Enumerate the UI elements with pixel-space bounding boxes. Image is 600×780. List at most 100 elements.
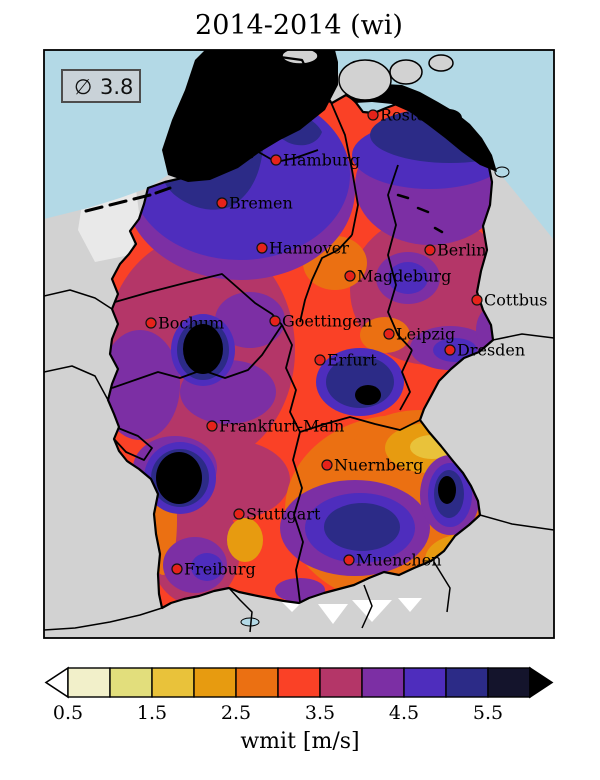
colorbar-tick-3.5: 3.5 [305, 702, 335, 724]
islands-and-lakes [84, 186, 444, 234]
city-bremen: Bremen [216, 194, 293, 213]
contour-region-black-erfurt [355, 385, 381, 405]
nodata-alps [282, 598, 422, 624]
nodata-alps-1 [282, 602, 302, 612]
contour-region-purple-goettingen [215, 292, 285, 348]
city-label: Frankfurt-Main [219, 417, 344, 436]
colorbar-cell-0 [67, 667, 111, 698]
state-border-bw-bavaria [292, 431, 304, 603]
colorbar-cell-1 [109, 667, 153, 698]
denmark-island-4 [428, 54, 454, 72]
state-border-mecklenburg [329, 99, 359, 236]
city-marker [256, 242, 268, 254]
city-magdeburg: Magdeburg [344, 267, 451, 286]
city-marker [383, 328, 395, 340]
city-nuernberg: Nuernberg [321, 456, 423, 475]
city-goettingen: Goettingen [269, 312, 372, 331]
mean-box: ∅ 3.8 [61, 69, 141, 103]
colorbar-cell-10 [487, 667, 531, 698]
map-area: ∅ 3.8 Rostock Hamburg Bremen Hannover Berlin… [44, 50, 554, 638]
contour-region-black-southeast [438, 476, 456, 504]
colorbar-cell-9 [445, 667, 489, 698]
city-label: Rostock [380, 106, 445, 125]
colorbar-cell-8 [403, 667, 447, 698]
city-label: Bochum [158, 314, 224, 333]
city-frankfurt-main: Frankfurt-Main [206, 417, 344, 436]
contour-region-purple-lusatia [476, 308, 493, 352]
frisian-island-4 [154, 186, 172, 195]
city-label: Freiburg [184, 560, 256, 579]
city-label: Hannover [269, 239, 349, 258]
colorbar-cell-2 [151, 667, 195, 698]
city-stuttgart: Stuttgart [233, 505, 321, 524]
state-border-hesse-thuringia [281, 324, 301, 433]
city-marker [314, 354, 326, 366]
city-muenchen: Muenchen [343, 551, 442, 570]
state-border-saxony [399, 349, 413, 411]
border-cz-at [479, 514, 554, 531]
city-label: Erfurt [327, 351, 377, 370]
city-marker [269, 315, 281, 327]
nodata-alps-2 [318, 604, 348, 624]
city-rostock: Rostock [367, 106, 445, 125]
city-marker [216, 197, 228, 209]
city-bochum: Bochum [145, 314, 224, 333]
city-cottbus: Cottbus [471, 291, 548, 310]
city-leipzig: Leipzig [383, 325, 455, 344]
city-label: Nuernberg [334, 456, 423, 475]
border-fr-ch [44, 607, 163, 631]
colorbar-cell-4 [235, 667, 279, 698]
city-marker [171, 563, 183, 575]
map-frame [43, 49, 555, 639]
colorbar-cell-6 [319, 667, 363, 698]
colorbar-tick-2.5: 2.5 [221, 702, 251, 724]
city-freiburg: Freiburg [171, 560, 256, 579]
city-marker [367, 109, 379, 121]
state-border-nrw-hesse [111, 324, 283, 389]
colorbar-cell-7 [361, 667, 405, 698]
denmark-island-1 [281, 50, 319, 65]
city-marker [424, 244, 436, 256]
colorbar-under-arrow [44, 666, 69, 699]
city-label: Dresden [457, 341, 525, 360]
denmark-islands [281, 50, 454, 101]
city-hamburg: Hamburg [270, 151, 360, 170]
contour-region-black-ruegen [434, 109, 462, 127]
contour-region-indigo-berlin [388, 262, 428, 294]
contour-region-indigo-freiburg [191, 553, 223, 581]
contour-region-purple-weststrip [108, 330, 180, 440]
mean-value: 3.8 [100, 75, 133, 99]
city-marker [233, 508, 245, 520]
border-be-fr [44, 365, 109, 401]
colorbar-tick-4.5: 4.5 [389, 702, 419, 724]
mecklenburg-lake-2 [416, 206, 430, 214]
city-marker [344, 270, 356, 282]
city-marker [471, 294, 483, 306]
city-marker [444, 344, 456, 356]
contour-region-black-schleswig [162, 50, 338, 182]
city-label: Stuttgart [246, 505, 321, 524]
border-at-1 [433, 561, 451, 613]
city-marker [145, 317, 157, 329]
plot-title: 2014-2014 (wi) [195, 10, 403, 41]
contour-region-navy-stuttgart [324, 503, 400, 551]
city-label: Hamburg [283, 151, 360, 170]
state-border-thuringia-bavaria [299, 416, 421, 433]
colorbar-over-arrow [529, 666, 554, 699]
colorbar-tick-5.5: 5.5 [473, 702, 503, 724]
city-marker [343, 554, 355, 566]
colorbar-label: wmit [m/s] [240, 729, 359, 754]
border-ch-at-2 [361, 584, 373, 629]
frisian-island-2 [108, 199, 128, 207]
city-label: Muenchen [356, 551, 442, 570]
state-border-saxonyanhalt [299, 234, 353, 323]
colorbar: 0.5 1.5 2.5 3.5 4.5 5.5 [44, 666, 554, 724]
contour-region-black-eifel [156, 452, 202, 504]
cities-layer: Rostock Hamburg Bremen Hannover Berlin Magdeb… [145, 106, 548, 579]
border-nl-be [44, 289, 113, 310]
city-label: Goettingen [282, 312, 372, 331]
contour-region-black-sauerland [183, 324, 223, 374]
city-label: Bremen [229, 194, 293, 213]
colorbar-tick-0.5: 0.5 [53, 702, 83, 724]
